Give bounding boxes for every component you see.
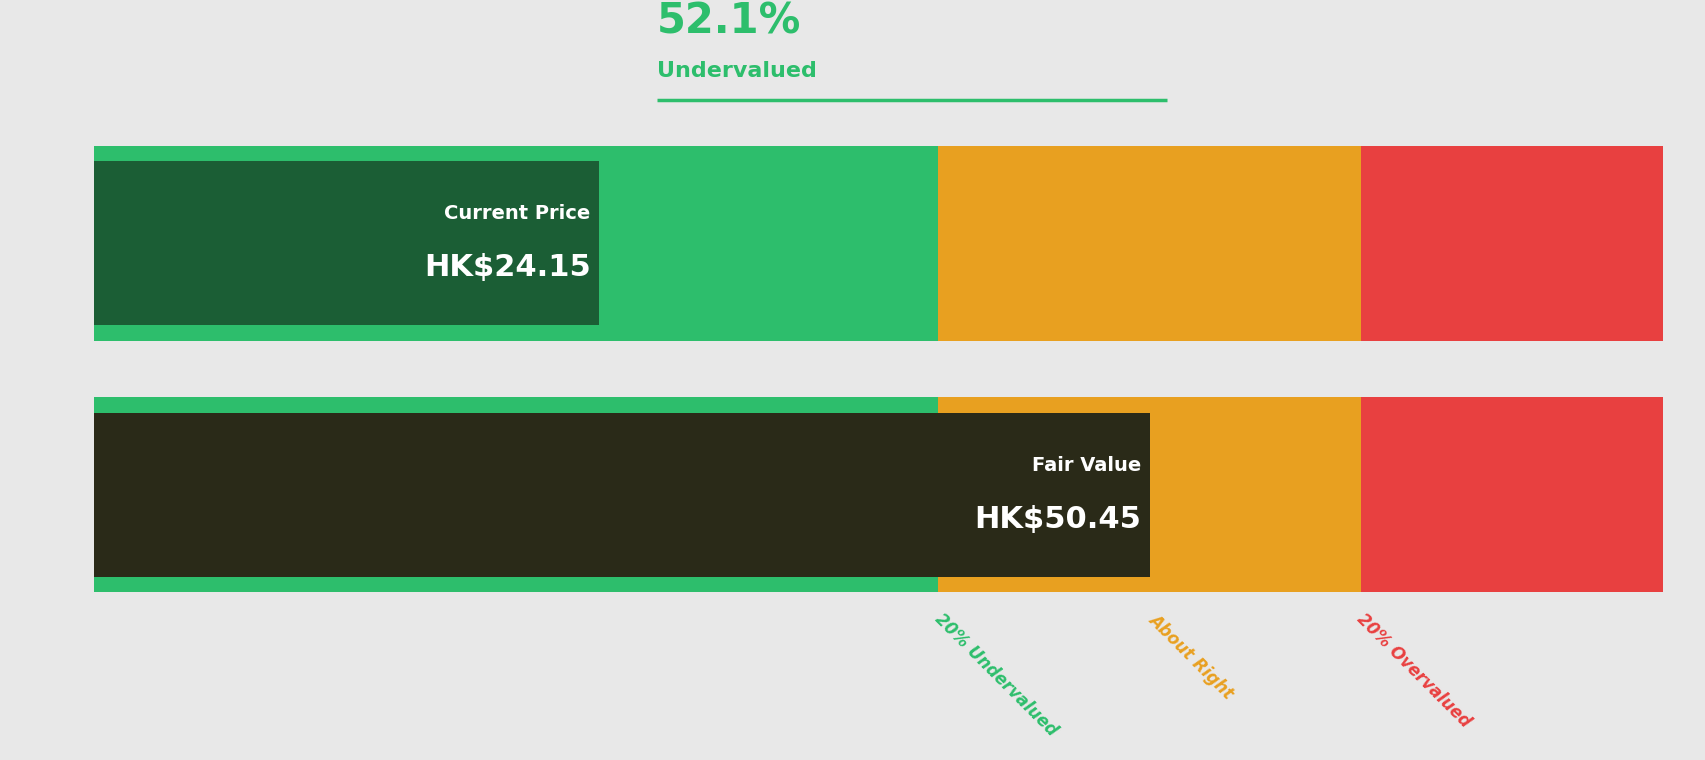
Text: About Right: About Right — [1144, 610, 1236, 702]
Bar — [938, 397, 1361, 592]
Text: Fair Value: Fair Value — [1032, 455, 1141, 474]
Bar — [94, 397, 938, 592]
Bar — [938, 146, 1361, 340]
Bar — [1361, 397, 1662, 592]
Text: HK$24.15: HK$24.15 — [423, 254, 590, 283]
Bar — [94, 146, 938, 340]
Text: 20% Overvalued: 20% Overvalued — [1352, 610, 1473, 731]
Text: Undervalued: Undervalued — [656, 62, 817, 81]
Text: HK$50.45: HK$50.45 — [974, 505, 1141, 534]
Text: Current Price: Current Price — [445, 204, 590, 223]
Bar — [1361, 146, 1662, 340]
Text: 52.1%: 52.1% — [656, 1, 801, 43]
Text: 20% Undervalued: 20% Undervalued — [931, 610, 1061, 739]
Bar — [94, 413, 1149, 577]
Bar — [94, 161, 598, 325]
